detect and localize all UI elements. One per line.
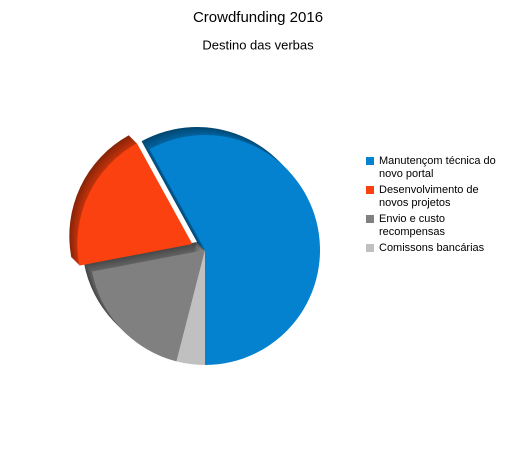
chart-title: Crowdfunding 2016 <box>193 9 323 26</box>
slice <box>77 143 193 266</box>
legend-swatch <box>366 215 374 223</box>
legend-item: Manutençom técnica do novo portal <box>366 155 506 181</box>
legend: Manutençom técnica do novo portal Desenvo… <box>366 155 506 258</box>
slice <box>92 250 205 362</box>
chart-subtitle: Destino das verbas <box>202 37 314 52</box>
pie <box>69 126 320 365</box>
slice <box>176 250 205 365</box>
legend-swatch <box>366 157 374 165</box>
legend-item: Comissons bancárias <box>366 242 506 255</box>
legend-item: Envio e custo recompensas <box>366 213 506 239</box>
legend-label: Comissons bancárias <box>379 242 485 254</box>
legend-swatch <box>366 244 374 252</box>
legend-label: Manutençom técnica do novo portal <box>379 155 496 180</box>
legend-label: Desenvolvimento de novos projetos <box>379 184 479 209</box>
legend-swatch <box>366 186 374 194</box>
legend-item: Desenvolvimento de novos projetos <box>366 184 506 210</box>
slice <box>149 135 320 365</box>
legend-label: Envio e custo recompensas <box>379 213 446 238</box>
